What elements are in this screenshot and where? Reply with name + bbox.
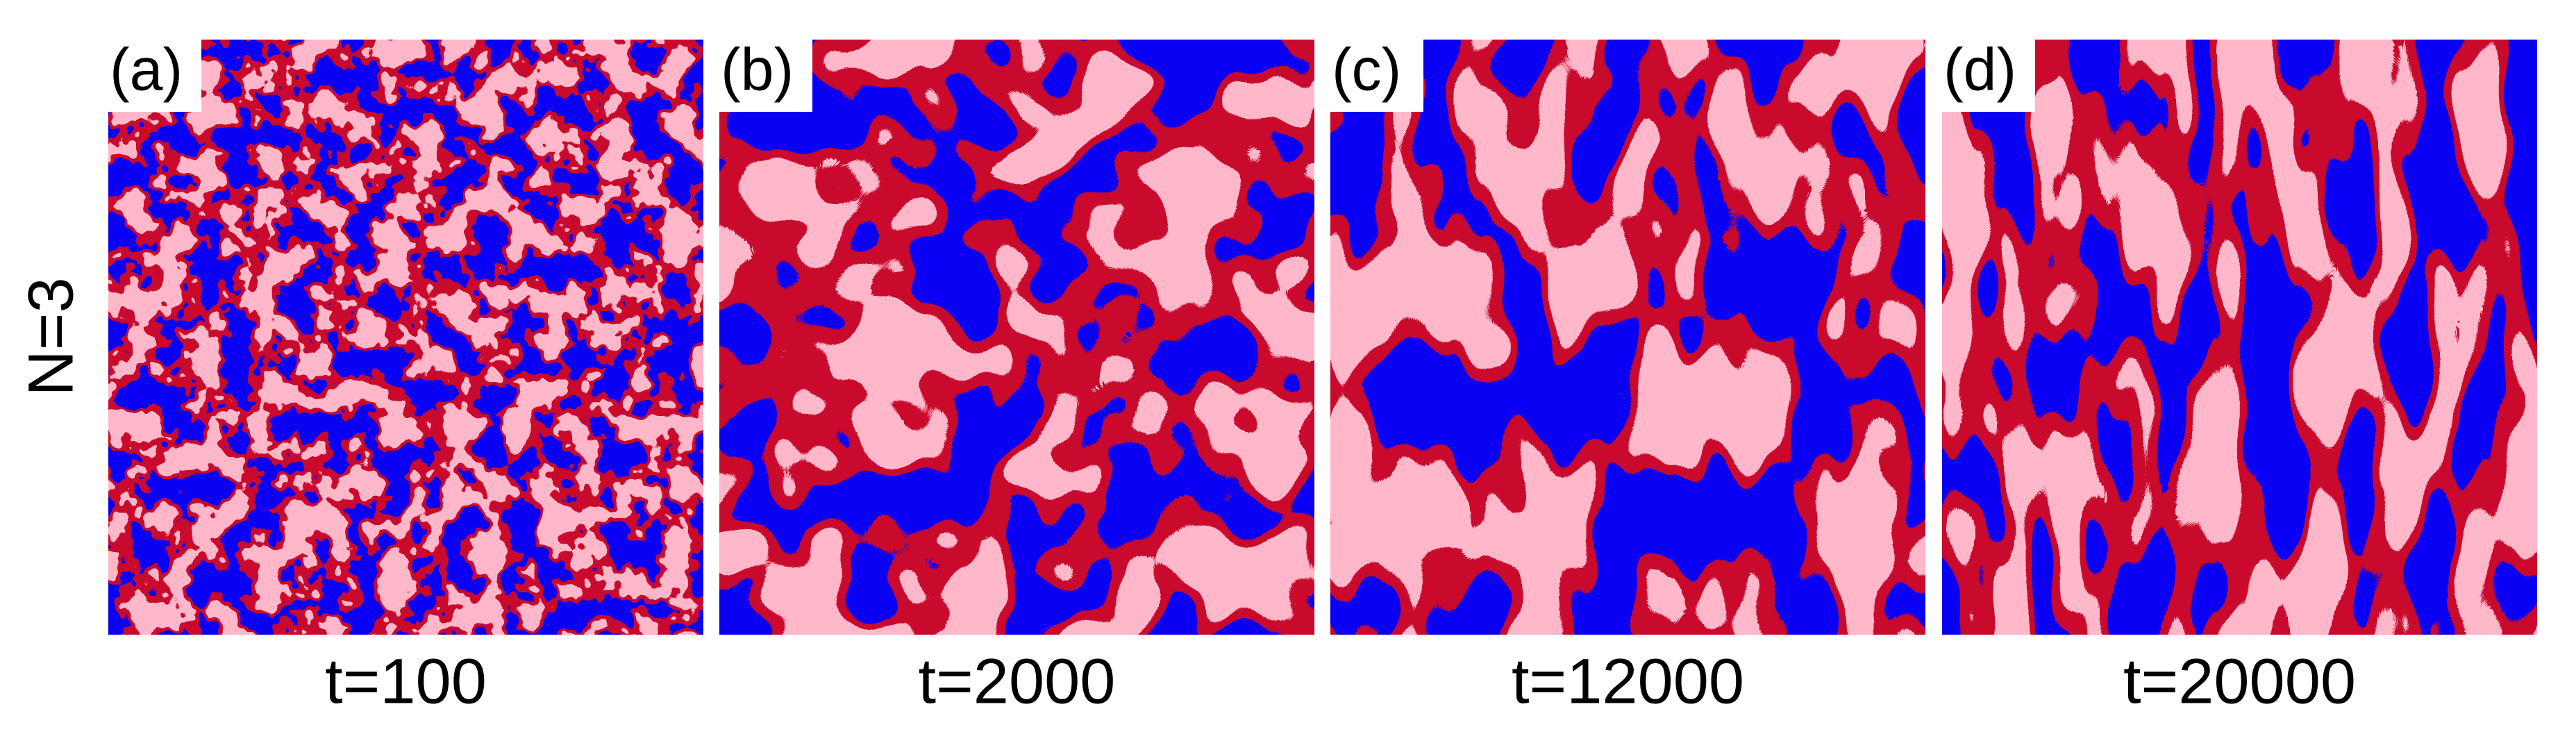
panel-caption: t=100 [325, 646, 487, 717]
pattern-panel [108, 40, 703, 635]
label-box [1330, 40, 1423, 112]
label-box [108, 40, 201, 112]
pattern-panel [1330, 40, 1925, 635]
pattern-panel [1942, 40, 2537, 635]
y-label: N=3 [15, 277, 86, 396]
label-box [719, 40, 812, 112]
panel-label: (c) [1332, 37, 1401, 103]
panel-label: (d) [1943, 37, 2016, 103]
panel-caption: t=20000 [2123, 646, 2356, 717]
pattern-panel [719, 40, 1314, 635]
label-box [1942, 40, 2035, 112]
panel-caption: t=2000 [919, 646, 1116, 717]
panel-label: (b) [721, 37, 794, 103]
panel-caption: t=12000 [1512, 646, 1744, 717]
panel-label: (a) [110, 37, 183, 103]
